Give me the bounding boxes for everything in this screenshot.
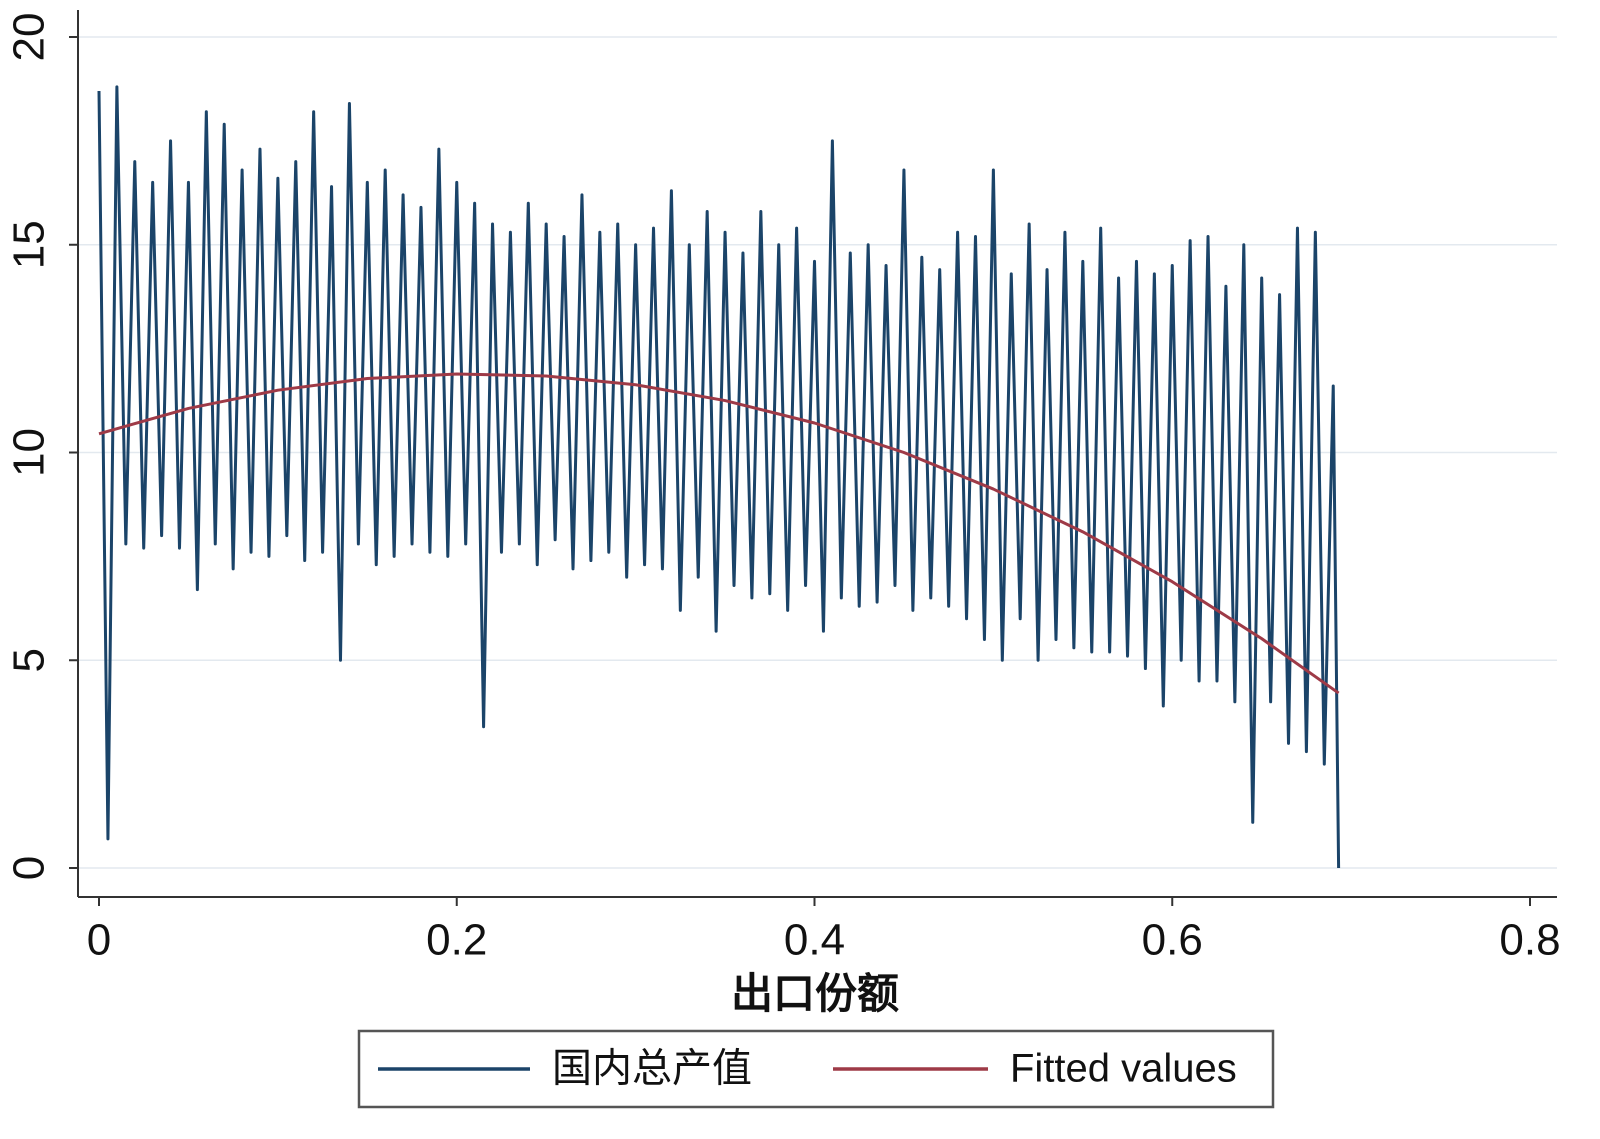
x-tick-label: 0 (87, 916, 111, 965)
x-tick-label: 0.6 (1142, 916, 1203, 965)
y-tick-label: 0 (5, 856, 54, 880)
y-tick-label: 10 (5, 428, 54, 477)
y-tick-label: 15 (5, 220, 54, 269)
series-line (97, 85, 1341, 869)
x-axis-label: 出口份额 (731, 970, 899, 1017)
legend-label: Fitted values (1010, 1047, 1237, 1091)
legend-label: 国内总产值 (552, 1047, 752, 1091)
x-tick-label: 0.2 (426, 916, 487, 965)
y-tick-label: 20 (5, 13, 54, 62)
x-tick-label: 0.8 (1499, 916, 1560, 965)
series-line (98, 372, 1340, 695)
x-tick-label: 0.4 (784, 916, 845, 965)
y-tick-label: 5 (5, 648, 54, 672)
